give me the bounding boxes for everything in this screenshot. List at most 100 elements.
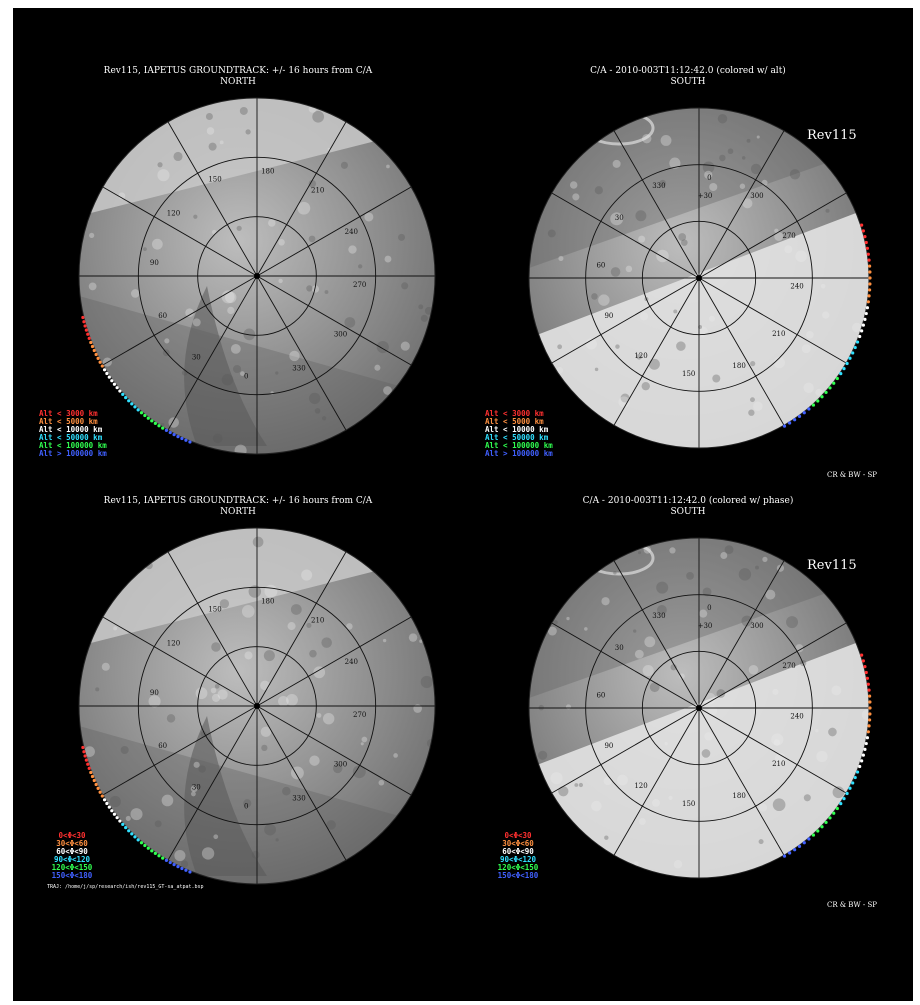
groundtrack-point xyxy=(150,849,154,853)
groundtrack-point xyxy=(110,809,114,813)
groundtrack-point xyxy=(168,860,172,865)
altitude-legend: Alt < 3000 km Alt < 5000 km Alt < 10000 km… xyxy=(39,410,107,458)
groundtrack-point xyxy=(867,688,871,692)
groundtrack-point xyxy=(866,730,870,734)
longitude-label: 90 xyxy=(150,259,159,267)
graticule xyxy=(78,527,436,885)
groundtrack-point xyxy=(136,408,140,412)
groundtrack-point xyxy=(94,352,98,357)
longitude-label: 210 xyxy=(311,616,324,624)
panel-title: C/A - 2010-003T11:12:42.0 (colored w/ ph… xyxy=(582,496,794,506)
groundtrack-point xyxy=(845,361,849,366)
groundtrack-point xyxy=(127,829,131,833)
altitude-legend: Alt < 3000 km Alt < 5000 km Alt < 10000 km… xyxy=(485,410,553,458)
groundtrack-point xyxy=(153,851,157,855)
groundtrack-point xyxy=(824,820,828,825)
longitude-label: 30 xyxy=(615,214,624,222)
groundtrack-point xyxy=(865,246,870,250)
groundtrack-point xyxy=(176,435,180,439)
panel-hemisphere: SOUTH xyxy=(670,507,706,517)
iapetus-globe-north: 180 210 240 270 300 330 0 30 60 90 120 150 xyxy=(78,97,436,455)
longitude-label: 0 xyxy=(244,803,248,811)
groundtrack-point xyxy=(863,747,867,751)
groundtrack-point xyxy=(855,770,860,774)
longitude-label: 120 xyxy=(634,782,647,790)
groundtrack-point xyxy=(807,837,811,841)
groundtrack-point xyxy=(865,676,870,680)
groundtrack-point xyxy=(81,315,85,320)
longitude-label: 300 xyxy=(334,761,347,769)
longitude-label: 330 xyxy=(652,182,665,190)
groundtrack-point xyxy=(87,766,91,770)
groundtrack-point xyxy=(112,812,117,816)
groundtrack-point xyxy=(864,240,868,245)
groundtrack-point xyxy=(832,811,836,815)
groundtrack-point xyxy=(835,376,839,381)
longitude-label: 210 xyxy=(311,186,324,194)
groundtrack-point xyxy=(867,718,872,722)
graticule xyxy=(528,537,870,879)
groundtrack-point xyxy=(782,424,787,428)
longitude-label: 0 xyxy=(244,373,248,381)
groundtrack-point xyxy=(865,736,870,740)
groundtrack-point xyxy=(867,294,871,298)
groundtrack-point xyxy=(811,403,816,407)
groundtrack-point xyxy=(788,851,792,855)
latitude-label: +30 xyxy=(698,622,713,630)
groundtrack-point xyxy=(848,356,852,360)
groundtrack-point xyxy=(851,351,855,355)
groundtrack-point xyxy=(146,846,150,850)
groundtrack-point xyxy=(867,264,872,268)
longitude-label: 210 xyxy=(772,330,785,338)
groundtrack-point xyxy=(864,741,868,746)
iapetus-globe-south: 0 300 270 240 210 180 150 120 90 60 30 330 +30 xyxy=(528,537,872,879)
longitude-label: 180 xyxy=(261,597,274,605)
longitude-label: 30 xyxy=(615,644,624,652)
groundtrack-point xyxy=(839,802,843,806)
legend-entry: Alt > 100000 km xyxy=(39,449,107,458)
groundtrack-point xyxy=(124,826,128,830)
groundtrack-point xyxy=(180,436,184,441)
longitude-label: 180 xyxy=(732,792,745,800)
figure: Rev115, IAPETUS GROUNDTRACK: +/- 16 hour… xyxy=(13,8,913,1001)
longitude-label: 30 xyxy=(192,354,201,362)
panel-title: C/A - 2010-003T11:12:42.0 (colored w/ al… xyxy=(590,66,786,76)
groundtrack-point xyxy=(161,426,165,430)
groundtrack-point xyxy=(124,396,128,400)
groundtrack-point xyxy=(146,416,150,420)
groundtrack-point xyxy=(127,399,131,403)
groundtrack-panel-north-altitude: Rev115, IAPETUS GROUNDTRACK: +/- 16 hour… xyxy=(13,8,463,478)
groundtrack-point xyxy=(143,843,147,848)
legend-entry: 30<Φ<60 xyxy=(502,839,534,848)
groundtrack-point xyxy=(868,700,872,704)
groundtrack-point xyxy=(845,791,849,796)
groundtrack-point xyxy=(172,863,176,867)
groundtrack-point xyxy=(102,798,107,802)
legend-entry: Alt < 5000 km xyxy=(39,417,98,426)
groundtrack-point xyxy=(107,375,111,379)
legend-entry: Alt > 100000 km xyxy=(485,449,553,458)
groundtrack-point xyxy=(153,421,157,425)
groundtrack-point xyxy=(164,858,169,862)
groundtrack-point xyxy=(136,838,140,842)
groundtrack-point xyxy=(828,816,832,820)
groundtrack-point xyxy=(782,854,787,858)
longitude-label: 90 xyxy=(604,742,613,750)
graticule xyxy=(78,97,436,455)
groundtrack-point xyxy=(161,856,165,860)
longitude-label: 180 xyxy=(732,362,745,370)
longitude-label: 240 xyxy=(345,658,358,666)
groundtrack-point xyxy=(807,407,811,411)
groundtrack-panel-north-phase: Rev115, IAPETUS GROUNDTRACK: +/- 16 hour… xyxy=(13,438,463,908)
groundtrack-point xyxy=(842,367,846,371)
groundtrack-point xyxy=(121,392,125,396)
legend-entry: 120<Φ<150 xyxy=(497,863,539,872)
groundtrack-point xyxy=(87,336,91,340)
groundtrack-point xyxy=(802,841,806,845)
groundtrack-point xyxy=(90,774,95,779)
groundtrack-point xyxy=(157,854,161,858)
groundtrack-point xyxy=(107,805,111,809)
groundtrack-point xyxy=(96,356,100,360)
iapetus-globe-south: 0 300 270 240 210 180 150 120 90 60 30 330 +30 xyxy=(528,107,872,449)
groundtrack-point xyxy=(84,328,88,332)
